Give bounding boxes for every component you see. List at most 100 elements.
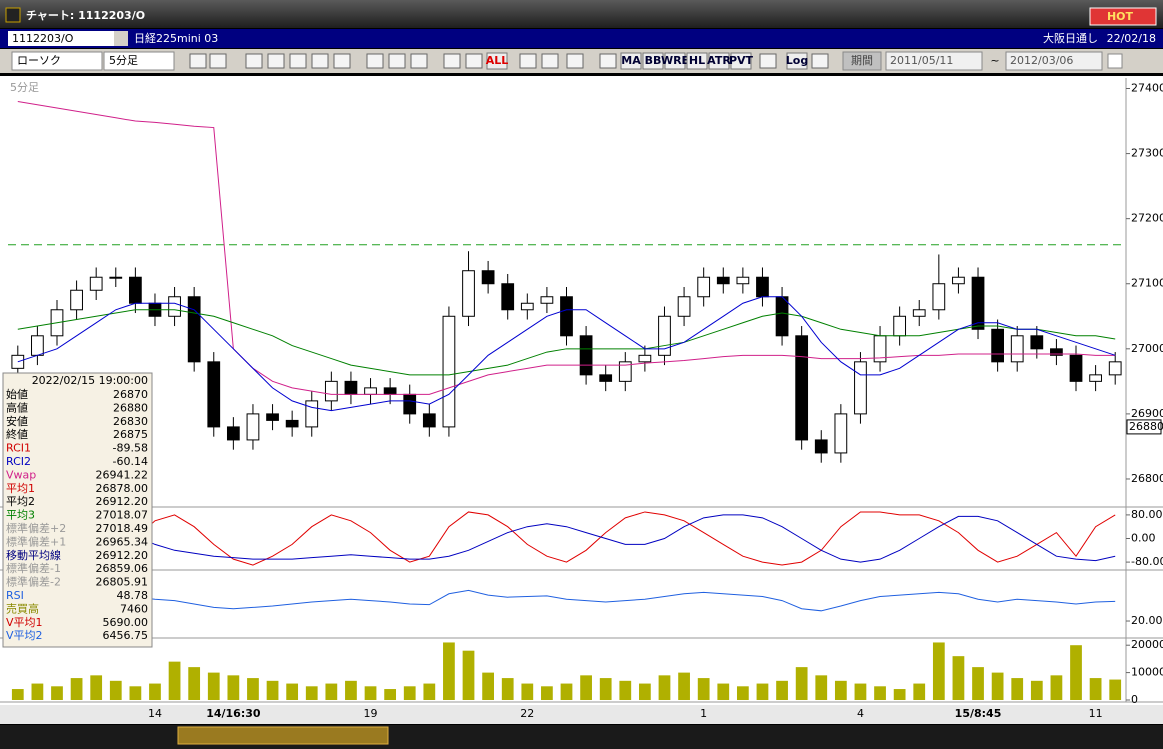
- volume-bar: [286, 683, 299, 700]
- volume-bar: [795, 667, 808, 700]
- volume-bar: [384, 689, 397, 700]
- candle-body: [1108, 361, 1122, 376]
- volume-bar: [1011, 678, 1024, 700]
- tool-button[interactable]: [708, 52, 730, 70]
- tool-icon[interactable]: [541, 53, 559, 69]
- tool-button[interactable]: [620, 52, 642, 70]
- tool-icon[interactable]: [519, 53, 537, 69]
- range-separator: ~: [990, 54, 999, 67]
- data-label: RCI2: [6, 455, 31, 468]
- tool-icon[interactable]: [388, 53, 406, 69]
- tool-icon[interactable]: [410, 53, 428, 69]
- data-value: 26859.06: [96, 562, 149, 575]
- volume-bar: [541, 686, 553, 700]
- tool-button[interactable]: [664, 52, 686, 70]
- volume-bar: [11, 689, 24, 700]
- from-date[interactable]: 2011/05/11: [890, 54, 953, 67]
- candle-body: [658, 315, 671, 356]
- tool-icon[interactable]: [289, 53, 307, 69]
- data-value: -60.14: [113, 455, 148, 468]
- y-tick-label: 26800: [1131, 472, 1163, 485]
- candle-body: [383, 387, 397, 395]
- interval[interactable]: 5分足: [109, 54, 138, 67]
- data-label: 安値: [6, 414, 28, 428]
- tool-icon[interactable]: [311, 53, 329, 69]
- title-bar: [0, 0, 1163, 28]
- data-value: 27018.49: [96, 522, 149, 535]
- tool-button[interactable]: [730, 52, 752, 70]
- data-value: 5690.00: [103, 616, 149, 629]
- data-value: 26880: [113, 401, 148, 414]
- data-label: 移動平均線: [6, 548, 61, 562]
- symbol-dropdown[interactable]: [114, 31, 128, 46]
- period-button[interactable]: [842, 51, 882, 71]
- volume-bar: [325, 683, 338, 700]
- volume-bar: [423, 683, 436, 700]
- tool-icon[interactable]: [465, 53, 483, 69]
- tool-icon[interactable]: [366, 53, 384, 69]
- interval-select[interactable]: [103, 51, 175, 71]
- volume-bar: [521, 683, 534, 700]
- style-select[interactable]: [11, 51, 103, 71]
- candle-body: [756, 276, 769, 298]
- from-input[interactable]: [885, 51, 983, 71]
- candle-body: [834, 413, 848, 454]
- tool-label[interactable]: MA: [621, 54, 641, 67]
- volume-bar: [345, 680, 357, 700]
- candle-body: [1010, 335, 1024, 363]
- tool-button[interactable]: [642, 52, 664, 70]
- tool-button[interactable]: [486, 52, 508, 70]
- chart-style[interactable]: ローソク: [17, 54, 61, 67]
- candle-body: [579, 335, 593, 376]
- candle-body: [344, 380, 358, 395]
- tool-icon[interactable]: [759, 53, 777, 69]
- data-value: 26830: [113, 415, 148, 428]
- scroll-thumb[interactable]: [177, 726, 389, 745]
- tool-button[interactable]: [686, 52, 708, 70]
- tool-icon[interactable]: [443, 53, 461, 69]
- tool-icon[interactable]: [245, 53, 263, 69]
- indicator-line: [17, 514, 1116, 563]
- checkbox[interactable]: [1107, 53, 1123, 69]
- candle-body: [501, 283, 515, 311]
- tool-icon[interactable]: [811, 53, 829, 69]
- data-label: 標準偏差-2: [6, 575, 61, 589]
- tool-icon[interactable]: [189, 53, 207, 69]
- tool-label[interactable]: BB: [645, 54, 662, 67]
- symbol-bar: [0, 29, 1163, 48]
- tool-icon[interactable]: [209, 53, 227, 69]
- tool-icon[interactable]: [566, 53, 584, 69]
- symbol-input[interactable]: [8, 31, 128, 46]
- volume-bar: [247, 678, 259, 700]
- indicator-line: [17, 511, 1116, 566]
- y-tick-label: 27200: [1131, 212, 1163, 225]
- tool-button[interactable]: [786, 52, 808, 70]
- tool-icon[interactable]: [333, 53, 351, 69]
- tool-label[interactable]: WRE: [661, 54, 689, 67]
- candle-body: [109, 276, 123, 279]
- candle-body: [991, 328, 1005, 363]
- volume-bar: [874, 686, 886, 700]
- period[interactable]: 期間: [851, 54, 873, 67]
- tool-label[interactable]: ALL: [486, 54, 509, 67]
- to-date[interactable]: 2012/03/06: [1010, 54, 1073, 67]
- candle-body: [1030, 335, 1044, 350]
- candle-body: [266, 413, 279, 421]
- tool-icon[interactable]: [599, 53, 617, 69]
- tool-label[interactable]: Log: [786, 54, 808, 67]
- to-input[interactable]: [1005, 51, 1103, 71]
- tool-label[interactable]: ATR: [707, 54, 731, 67]
- candle-body: [795, 335, 809, 441]
- symbol[interactable]: 1112203/O: [12, 32, 74, 45]
- scrollbar[interactable]: [0, 725, 1163, 749]
- tool-label[interactable]: PVT: [729, 54, 754, 67]
- x-tick-label: 1: [700, 707, 707, 720]
- candle-body: [403, 393, 417, 415]
- hot-button[interactable]: [1089, 7, 1157, 26]
- tool-label[interactable]: HL: [689, 54, 705, 67]
- charts: 26800 26900 27000 27100 27200 27300 27400 5分足 26…: [0, 78, 1163, 720]
- data-value: 26912.20: [96, 549, 149, 562]
- x-tick-label: 22: [520, 707, 534, 720]
- tool-icon[interactable]: [267, 53, 285, 69]
- hot-label[interactable]: HOT: [1107, 10, 1134, 23]
